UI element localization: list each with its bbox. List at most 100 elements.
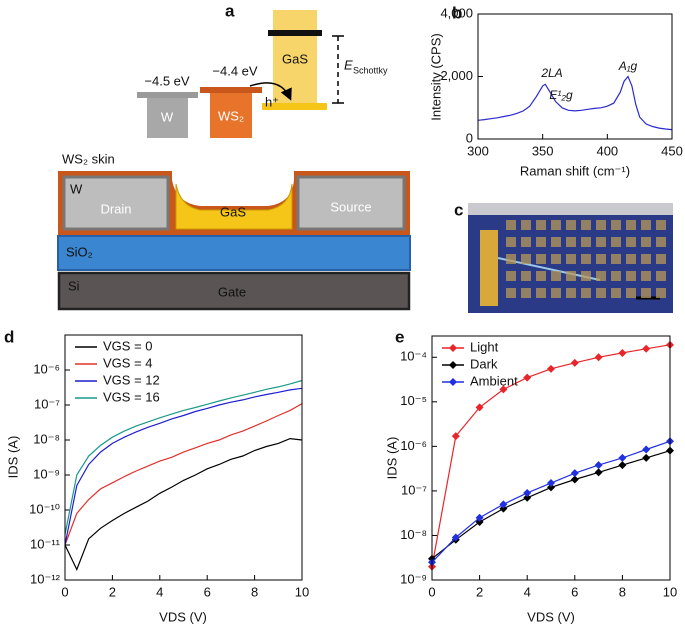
photo-pad xyxy=(521,254,531,264)
panel-label: c xyxy=(454,200,463,219)
marker xyxy=(475,403,484,412)
photo-pad xyxy=(506,237,516,247)
marker xyxy=(594,353,603,362)
gas-label: GaS xyxy=(282,51,308,66)
legend-label: Ambient xyxy=(470,373,518,388)
gas-film xyxy=(175,183,293,230)
marker xyxy=(642,453,651,462)
x-tick-label: 10 xyxy=(295,584,309,599)
marker xyxy=(570,469,579,478)
gas-vb xyxy=(262,103,327,110)
ws2-label: WS₂ xyxy=(218,108,244,123)
series-line xyxy=(64,437,303,572)
x-tick-label: 350 xyxy=(532,143,554,158)
annotation: E¹₂g xyxy=(549,88,573,102)
hole-label: h⁺ xyxy=(265,94,279,109)
marker xyxy=(523,488,532,497)
y-axis-label: Intensity (CPS) xyxy=(428,33,443,120)
photo-pad xyxy=(551,237,561,247)
ws2-energy: −4.4 eV xyxy=(212,63,258,78)
photo-pad xyxy=(581,254,591,264)
legend-marker xyxy=(449,361,457,369)
photo-pad xyxy=(581,271,591,281)
marker xyxy=(618,453,627,462)
series-line xyxy=(64,387,303,546)
annotation: 2LA xyxy=(540,66,562,80)
oxide-label: SiO₂ xyxy=(66,244,93,259)
w-block xyxy=(147,98,188,138)
photo-pad xyxy=(536,254,546,264)
charts: b Raman shift (cm⁻¹) Intensity (CPS) 300 350… xyxy=(4,3,683,624)
photo-pad xyxy=(506,254,516,264)
y-tick-label: 10⁻¹² xyxy=(30,571,61,586)
photo-pad xyxy=(536,271,546,281)
marker xyxy=(523,493,532,502)
marker xyxy=(618,461,627,470)
gas-block xyxy=(273,10,317,104)
gate-label: Gate xyxy=(218,284,246,299)
y-tick-label: 10⁻⁵ xyxy=(400,393,427,408)
photo-pad xyxy=(506,220,516,230)
x-tick-label: 6 xyxy=(204,584,211,599)
photo-pad xyxy=(626,288,636,298)
substrate-label: Si xyxy=(68,278,80,293)
x-tick-label: 450 xyxy=(661,143,683,158)
w-level xyxy=(137,92,198,98)
photo-pad xyxy=(611,271,621,281)
plot-frame xyxy=(431,335,671,581)
skin-label: WS₂ skin xyxy=(62,151,115,166)
y-tick-label: 10⁻⁶ xyxy=(33,361,60,376)
photo-pad xyxy=(551,254,561,264)
photo-pad xyxy=(656,271,666,281)
photo-pad xyxy=(611,237,621,247)
y-tick-label: 10⁻¹¹ xyxy=(30,536,61,551)
x-tick-label: 8 xyxy=(251,584,258,599)
x-tick-label: 4 xyxy=(156,584,163,599)
source-label: Source xyxy=(330,199,371,214)
marker xyxy=(451,533,460,542)
photo-pad xyxy=(656,220,666,230)
metal-label: W xyxy=(70,181,83,196)
x-tick-label: 8 xyxy=(619,584,626,599)
channel-label: GaS xyxy=(220,204,246,219)
photo-pad xyxy=(596,237,606,247)
schottky-sub: Schottky xyxy=(353,65,388,75)
photo-pad xyxy=(506,288,516,298)
photo-pad xyxy=(521,271,531,281)
opening xyxy=(172,171,294,206)
photo-pad xyxy=(656,254,666,264)
marker xyxy=(570,475,579,484)
x-tick-label: 300 xyxy=(467,143,489,158)
photo-pad xyxy=(641,220,651,230)
ws2-level xyxy=(200,87,262,93)
x-tick-label: 0 xyxy=(428,584,435,599)
x-tick-label: 2 xyxy=(476,584,483,599)
x-tick-label: 10 xyxy=(663,584,677,599)
marker xyxy=(642,344,651,353)
x-tick-label: 0 xyxy=(61,584,68,599)
photo-pad xyxy=(596,254,606,264)
photo-pad xyxy=(551,220,561,230)
panel-label: e xyxy=(395,327,404,346)
series-line xyxy=(477,75,673,131)
photo-pad xyxy=(536,288,546,298)
pad-strip xyxy=(480,230,498,306)
photo-pad xyxy=(641,237,651,247)
photo-pad xyxy=(521,237,531,247)
photo-pad xyxy=(566,237,576,247)
x-axis-label: VDS (V) xyxy=(159,609,207,624)
marker xyxy=(618,348,627,357)
legend-label: VGS = 12 xyxy=(103,372,160,387)
gas-cb xyxy=(268,30,322,36)
x-axis-label: VDS (V) xyxy=(527,609,575,624)
panel-label: b xyxy=(452,3,462,22)
y-tick-label: 2,000 xyxy=(440,68,473,83)
marker xyxy=(499,500,508,509)
photo-pad xyxy=(566,220,576,230)
photo-pad xyxy=(626,237,636,247)
legend-label: Dark xyxy=(470,356,498,371)
marker xyxy=(570,358,579,367)
photo-pad xyxy=(521,220,531,230)
photo-pad xyxy=(611,220,621,230)
